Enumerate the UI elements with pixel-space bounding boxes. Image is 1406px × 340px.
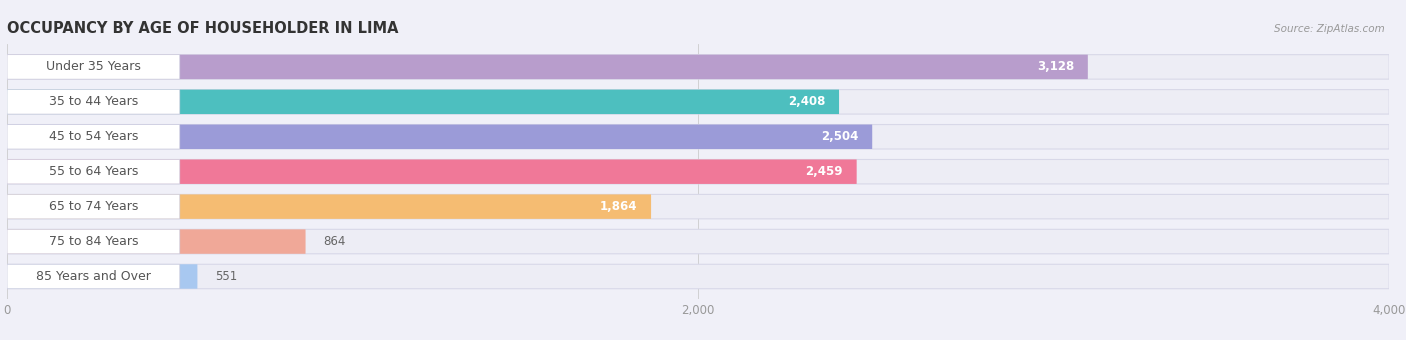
FancyBboxPatch shape <box>7 264 180 289</box>
FancyBboxPatch shape <box>7 194 1389 219</box>
FancyBboxPatch shape <box>7 230 180 254</box>
FancyBboxPatch shape <box>7 55 180 79</box>
FancyBboxPatch shape <box>7 124 1389 149</box>
Text: 864: 864 <box>323 235 346 248</box>
Text: 85 Years and Over: 85 Years and Over <box>37 270 150 283</box>
Text: 3,128: 3,128 <box>1036 61 1074 73</box>
FancyBboxPatch shape <box>7 194 180 219</box>
FancyBboxPatch shape <box>7 90 839 114</box>
Text: 45 to 54 Years: 45 to 54 Years <box>49 130 138 143</box>
FancyBboxPatch shape <box>7 194 180 219</box>
FancyBboxPatch shape <box>7 90 1389 114</box>
FancyBboxPatch shape <box>7 264 1389 289</box>
Text: Source: ZipAtlas.com: Source: ZipAtlas.com <box>1274 24 1385 34</box>
FancyBboxPatch shape <box>7 124 872 149</box>
FancyBboxPatch shape <box>7 124 180 149</box>
FancyBboxPatch shape <box>7 230 305 254</box>
Text: OCCUPANCY BY AGE OF HOUSEHOLDER IN LIMA: OCCUPANCY BY AGE OF HOUSEHOLDER IN LIMA <box>7 21 398 36</box>
FancyBboxPatch shape <box>7 159 180 184</box>
FancyBboxPatch shape <box>7 264 197 289</box>
FancyBboxPatch shape <box>7 159 856 184</box>
FancyBboxPatch shape <box>7 55 1088 79</box>
FancyBboxPatch shape <box>7 159 180 184</box>
FancyBboxPatch shape <box>7 264 180 289</box>
Text: 65 to 74 Years: 65 to 74 Years <box>49 200 138 213</box>
FancyBboxPatch shape <box>7 55 180 79</box>
Text: 35 to 44 Years: 35 to 44 Years <box>49 95 138 108</box>
Text: 55 to 64 Years: 55 to 64 Years <box>49 165 138 178</box>
Text: 1,864: 1,864 <box>600 200 637 213</box>
FancyBboxPatch shape <box>7 90 180 114</box>
FancyBboxPatch shape <box>7 230 1389 254</box>
FancyBboxPatch shape <box>7 159 1389 184</box>
Text: 2,504: 2,504 <box>821 130 859 143</box>
Text: 551: 551 <box>215 270 238 283</box>
Text: 2,408: 2,408 <box>787 95 825 108</box>
FancyBboxPatch shape <box>7 230 180 254</box>
Text: Under 35 Years: Under 35 Years <box>46 61 141 73</box>
Text: 75 to 84 Years: 75 to 84 Years <box>49 235 138 248</box>
FancyBboxPatch shape <box>7 194 651 219</box>
FancyBboxPatch shape <box>7 55 1389 79</box>
Text: 2,459: 2,459 <box>806 165 842 178</box>
FancyBboxPatch shape <box>7 90 180 114</box>
FancyBboxPatch shape <box>7 124 180 149</box>
